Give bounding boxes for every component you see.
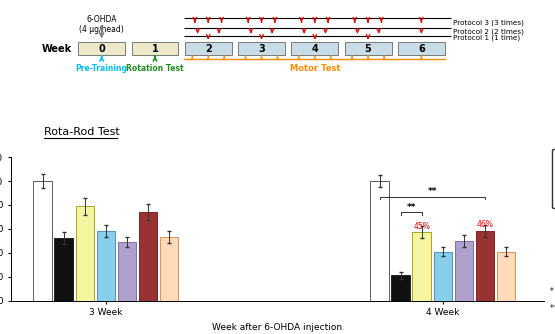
Bar: [33, 181, 52, 301]
Text: 45%: 45%: [413, 222, 430, 231]
Text: Rotation Test: Rotation Test: [126, 64, 184, 73]
Bar: [345, 42, 391, 55]
Text: Protocol 3 (3 times): Protocol 3 (3 times): [453, 19, 524, 26]
Bar: [238, 42, 285, 55]
Bar: [97, 231, 115, 301]
Text: Motor Test: Motor Test: [290, 64, 340, 73]
Text: * p < 0.05: * p < 0.05: [550, 287, 555, 296]
Bar: [54, 238, 73, 301]
Bar: [160, 237, 178, 301]
Bar: [75, 206, 94, 301]
Bar: [139, 212, 157, 301]
Text: **: **: [406, 202, 416, 211]
Text: 6: 6: [418, 44, 425, 54]
Text: Week: Week: [42, 44, 72, 54]
Bar: [398, 42, 445, 55]
Text: Protocol 1 (1 time): Protocol 1 (1 time): [453, 34, 521, 41]
Legend: Diluent (n=6), 6-OHDA + Diluent (n=6), 6-OHDA+ Protocol 3 (n=6), 6-OHDA+ Protoco: Diluent (n=6), 6-OHDA + Diluent (n=6), 6…: [552, 149, 555, 208]
Text: 3: 3: [258, 44, 265, 54]
Text: Pre-Training: Pre-Training: [75, 64, 128, 73]
Text: 4: 4: [311, 44, 318, 54]
Bar: [476, 231, 494, 301]
Bar: [370, 181, 389, 301]
Text: ** p < 0.01: ** p < 0.01: [550, 304, 555, 313]
Text: 2: 2: [205, 44, 211, 54]
Text: 6-OHDA
(4 μg/head): 6-OHDA (4 μg/head): [79, 15, 124, 34]
Text: Protocol 2 (2 times): Protocol 2 (2 times): [453, 28, 524, 35]
Bar: [433, 252, 452, 301]
Bar: [78, 42, 125, 55]
Text: 1: 1: [152, 44, 158, 54]
Bar: [291, 42, 338, 55]
Text: **: **: [427, 187, 437, 196]
Text: 0: 0: [98, 44, 105, 54]
Bar: [412, 232, 431, 301]
Text: 46%: 46%: [477, 220, 493, 229]
Text: 5: 5: [365, 44, 371, 54]
Bar: [455, 241, 473, 301]
Bar: [185, 42, 231, 55]
Text: Rota-Rod Test: Rota-Rod Test: [44, 127, 120, 137]
Bar: [391, 276, 410, 301]
Bar: [497, 252, 515, 301]
X-axis label: Week after 6-OHDA injection: Week after 6-OHDA injection: [213, 323, 342, 332]
Bar: [118, 242, 136, 301]
Bar: [132, 42, 178, 55]
